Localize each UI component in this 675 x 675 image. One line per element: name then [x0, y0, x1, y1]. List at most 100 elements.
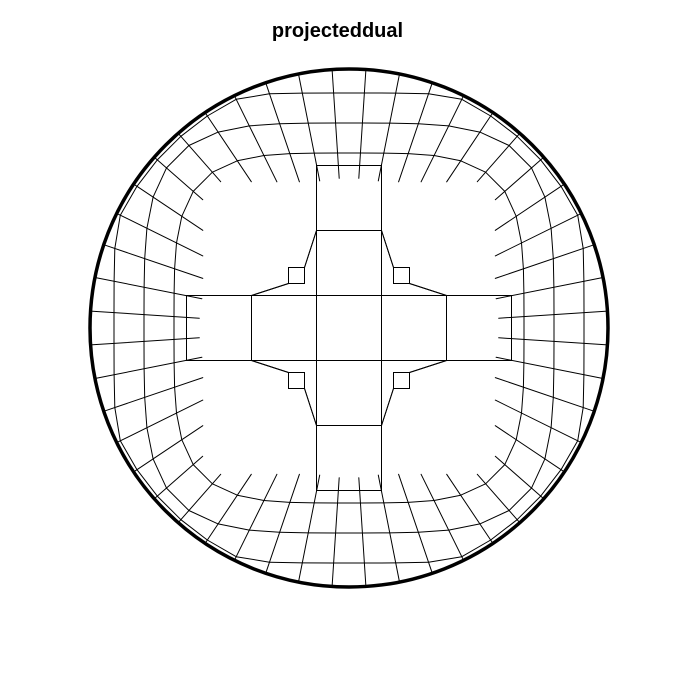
- mesh-edge: [235, 93, 270, 100]
- mesh-edge: [577, 407, 584, 442]
- mesh-edge: [498, 310, 608, 319]
- mesh-edge: [420, 95, 465, 183]
- mesh-edge: [540, 469, 562, 497]
- mesh-edge: [377, 73, 400, 182]
- mesh-edge: [377, 474, 400, 583]
- mesh-edge: [461, 98, 492, 117]
- mesh-edge: [428, 556, 463, 563]
- mesh-edge: [433, 155, 462, 162]
- mesh-edge: [383, 501, 409, 504]
- mesh-edge: [279, 122, 309, 125]
- mesh-edge: [136, 159, 158, 187]
- mesh-edge: [508, 145, 532, 169]
- mesh-edge: [428, 93, 463, 100]
- mesh-edge: [153, 455, 204, 500]
- mesh-edge: [417, 529, 450, 533]
- mesh-edge: [152, 167, 167, 198]
- mesh-edge: [114, 214, 121, 249]
- domain-boundary-circle: [88, 67, 610, 589]
- mesh-edge: [582, 374, 585, 408]
- mesh-edge: [265, 473, 300, 574]
- mesh-edge: [381, 388, 394, 426]
- mesh-edge: [521, 386, 524, 414]
- mesh-edge: [180, 519, 208, 541]
- mesh-edge: [204, 112, 252, 183]
- mesh-edge: [531, 167, 546, 198]
- mesh-edge: [251, 360, 289, 373]
- mesh-edge: [544, 196, 552, 229]
- mesh-edge: [289, 501, 315, 504]
- mesh-edge: [188, 510, 219, 525]
- mesh-edge: [144, 227, 148, 260]
- mesh-edge: [94, 356, 203, 379]
- mesh-edge: [90, 310, 200, 319]
- mesh-edge: [174, 242, 177, 270]
- mesh-edge: [304, 388, 317, 426]
- mesh-edge: [166, 487, 190, 511]
- mesh-edge: [461, 539, 492, 558]
- mesh-edge: [192, 464, 213, 485]
- mesh-edge: [409, 360, 447, 373]
- mesh-edge: [358, 69, 367, 179]
- mesh-edge: [395, 561, 429, 564]
- mesh-edge: [460, 483, 487, 496]
- mesh-edge: [103, 244, 204, 279]
- mesh-edge: [211, 160, 238, 173]
- mesh-edge: [495, 277, 604, 300]
- mesh-edge: [494, 399, 582, 444]
- mesh-edge: [490, 115, 518, 137]
- mesh-edge: [206, 98, 237, 117]
- mesh-edge: [236, 155, 265, 162]
- mesh-edge: [217, 523, 250, 531]
- mesh-edge: [508, 487, 532, 511]
- mesh-edge: [516, 135, 542, 161]
- mesh-edge: [358, 477, 367, 587]
- mesh-edge: [552, 368, 555, 398]
- mesh-edge: [398, 473, 433, 574]
- mesh-edge: [192, 171, 213, 192]
- mesh-edge: [177, 132, 222, 183]
- mesh-edge: [446, 112, 494, 183]
- mesh-edge: [177, 473, 222, 524]
- mesh-edge: [176, 215, 183, 244]
- mesh-edge: [156, 495, 182, 521]
- mesh-edge: [146, 427, 154, 460]
- mesh-edge: [119, 185, 138, 216]
- mesh-edge: [407, 153, 435, 156]
- mesh-edge: [263, 153, 291, 156]
- mesh-edge: [381, 230, 394, 268]
- mesh-edge: [522, 268, 525, 294]
- mesh-edge: [577, 214, 584, 249]
- mesh-edge: [417, 123, 450, 127]
- mesh-edge: [540, 159, 562, 187]
- mesh-edge: [389, 122, 419, 125]
- mesh-edge: [476, 473, 521, 524]
- mesh-edge: [133, 183, 204, 231]
- mesh-edges: [90, 69, 608, 587]
- mesh-edge: [143, 368, 146, 398]
- mesh-edge: [116, 212, 204, 257]
- mesh-edge: [181, 190, 194, 217]
- mesh-edge: [289, 152, 315, 155]
- mesh-edge: [251, 283, 289, 296]
- mesh-edge: [236, 494, 265, 501]
- mesh-edge: [248, 123, 281, 127]
- mesh-edge: [407, 500, 435, 503]
- mesh-edge: [173, 362, 176, 388]
- mesh-edge: [279, 531, 309, 534]
- mesh-edge: [119, 440, 138, 471]
- mesh-edge: [494, 156, 545, 201]
- mesh-edge: [298, 474, 321, 583]
- figure-title: projecteddual: [271, 20, 404, 42]
- mesh-edge: [269, 561, 303, 564]
- mesh-edge: [494, 425, 565, 473]
- mesh-edge: [479, 510, 510, 525]
- mesh-edge: [204, 473, 252, 544]
- mesh-edge: [153, 156, 204, 201]
- mesh-edge: [395, 92, 429, 95]
- mesh-edge: [550, 227, 554, 260]
- mesh-edge: [389, 531, 419, 534]
- mesh-edge: [448, 523, 481, 531]
- mesh-edge: [479, 131, 510, 146]
- mesh-edge: [174, 386, 177, 414]
